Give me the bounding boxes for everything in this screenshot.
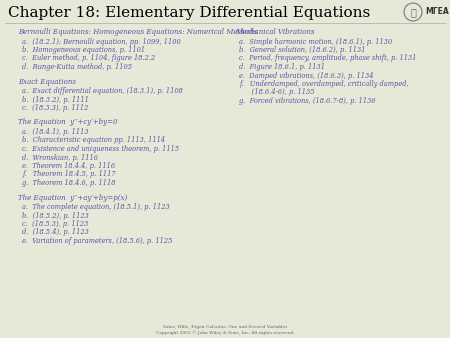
Text: Salas, Hille, Etgen Calculus: One and Several Variables: Salas, Hille, Etgen Calculus: One and Se…: [163, 325, 287, 329]
Text: Copyright 2003 © John Wiley & Sons, Inc. All rights reserved.: Copyright 2003 © John Wiley & Sons, Inc.…: [156, 330, 294, 335]
Text: g.  Theorem 18.4.6, p. 1118: g. Theorem 18.4.6, p. 1118: [22, 179, 116, 187]
Text: (18.6.4-6), p. 1135: (18.6.4-6), p. 1135: [239, 89, 315, 97]
Text: f.   Underdamped, overdamped, critically damped,: f. Underdamped, overdamped, critically d…: [239, 80, 409, 88]
Text: a.  Simple harmonic motion, (18.6.1), p. 1130: a. Simple harmonic motion, (18.6.1), p. …: [239, 38, 392, 46]
Text: c.  Period, frequency, amplitude, phase shift, p. 1131: c. Period, frequency, amplitude, phase s…: [239, 54, 417, 63]
Text: e.  Theorem 18.4.4, p. 1116: e. Theorem 18.4.4, p. 1116: [22, 162, 115, 170]
Text: d.  Figure 18.6.1, p. 1131: d. Figure 18.6.1, p. 1131: [239, 63, 325, 71]
Text: Bernoulli Equations: Homogeneous Equations: Numerical Methods: Bernoulli Equations: Homogeneous Equatio…: [18, 28, 257, 36]
Text: f.   Theorem 18.4.5, p. 1117: f. Theorem 18.4.5, p. 1117: [22, 170, 116, 178]
Text: c.  (18.3.3), p. 1112: c. (18.3.3), p. 1112: [22, 104, 88, 112]
Text: The Equation  y′′+cy′+by=0: The Equation y′′+cy′+by=0: [18, 119, 117, 126]
Text: a.  The complete equation, (18.5.1), p. 1123: a. The complete equation, (18.5.1), p. 1…: [22, 203, 170, 211]
Text: e.  Variation of parameters, (18.5.6), p. 1125: e. Variation of parameters, (18.5.6), p.…: [22, 237, 172, 245]
Text: d.  Runge-Kutta method, p. 1105: d. Runge-Kutta method, p. 1105: [22, 63, 132, 71]
Text: b.  Homogeneous equations, p. 1101: b. Homogeneous equations, p. 1101: [22, 46, 145, 54]
Text: b.  (18.3.2), p. 1111: b. (18.3.2), p. 1111: [22, 96, 89, 103]
Text: d.  (18.5.4), p. 1123: d. (18.5.4), p. 1123: [22, 228, 89, 237]
Text: The Equation  y′′+ay′+by=p(x): The Equation y′′+ay′+by=p(x): [18, 193, 127, 201]
Text: a.  (18.2.1): Bernoulli equation, pp. 1099, 1100: a. (18.2.1): Bernoulli equation, pp. 109…: [22, 38, 181, 46]
Text: c.  Euler method, p. 1104, figure 18.2.2: c. Euler method, p. 1104, figure 18.2.2: [22, 54, 155, 63]
Text: Ⓜ: Ⓜ: [410, 7, 416, 17]
Text: МГЕА: МГЕА: [425, 7, 449, 17]
Text: b.  General solution, (18.6.2), p. 1131: b. General solution, (18.6.2), p. 1131: [239, 46, 365, 54]
Text: e.  Damped vibrations, (18.6.3), p. 1134: e. Damped vibrations, (18.6.3), p. 1134: [239, 72, 374, 79]
Text: c.  (18.5.3), p. 1123: c. (18.5.3), p. 1123: [22, 220, 88, 228]
Text: b.  Characteristic equation pp. 1113, 1114: b. Characteristic equation pp. 1113, 111…: [22, 137, 165, 145]
Text: g.  Forced vibrations, (18.6.7-8), p. 1136: g. Forced vibrations, (18.6.7-8), p. 113…: [239, 97, 376, 105]
Text: Chapter 18: Elementary Differential Equations: Chapter 18: Elementary Differential Equa…: [8, 6, 370, 20]
Text: Mechanical Vibrations: Mechanical Vibrations: [235, 28, 315, 36]
Text: b.  (18.5.2), p. 1123: b. (18.5.2), p. 1123: [22, 212, 89, 219]
Text: Exact Equations: Exact Equations: [18, 77, 76, 86]
Text: d.  Wronskian, p. 1116: d. Wronskian, p. 1116: [22, 153, 98, 162]
Text: a.  (18.4.1), p. 1113: a. (18.4.1), p. 1113: [22, 128, 89, 136]
Text: c.  Existence and uniqueness theorem, p. 1115: c. Existence and uniqueness theorem, p. …: [22, 145, 179, 153]
Text: a.  Exact differential equation, (18.3.1), p. 1108: a. Exact differential equation, (18.3.1)…: [22, 87, 183, 95]
